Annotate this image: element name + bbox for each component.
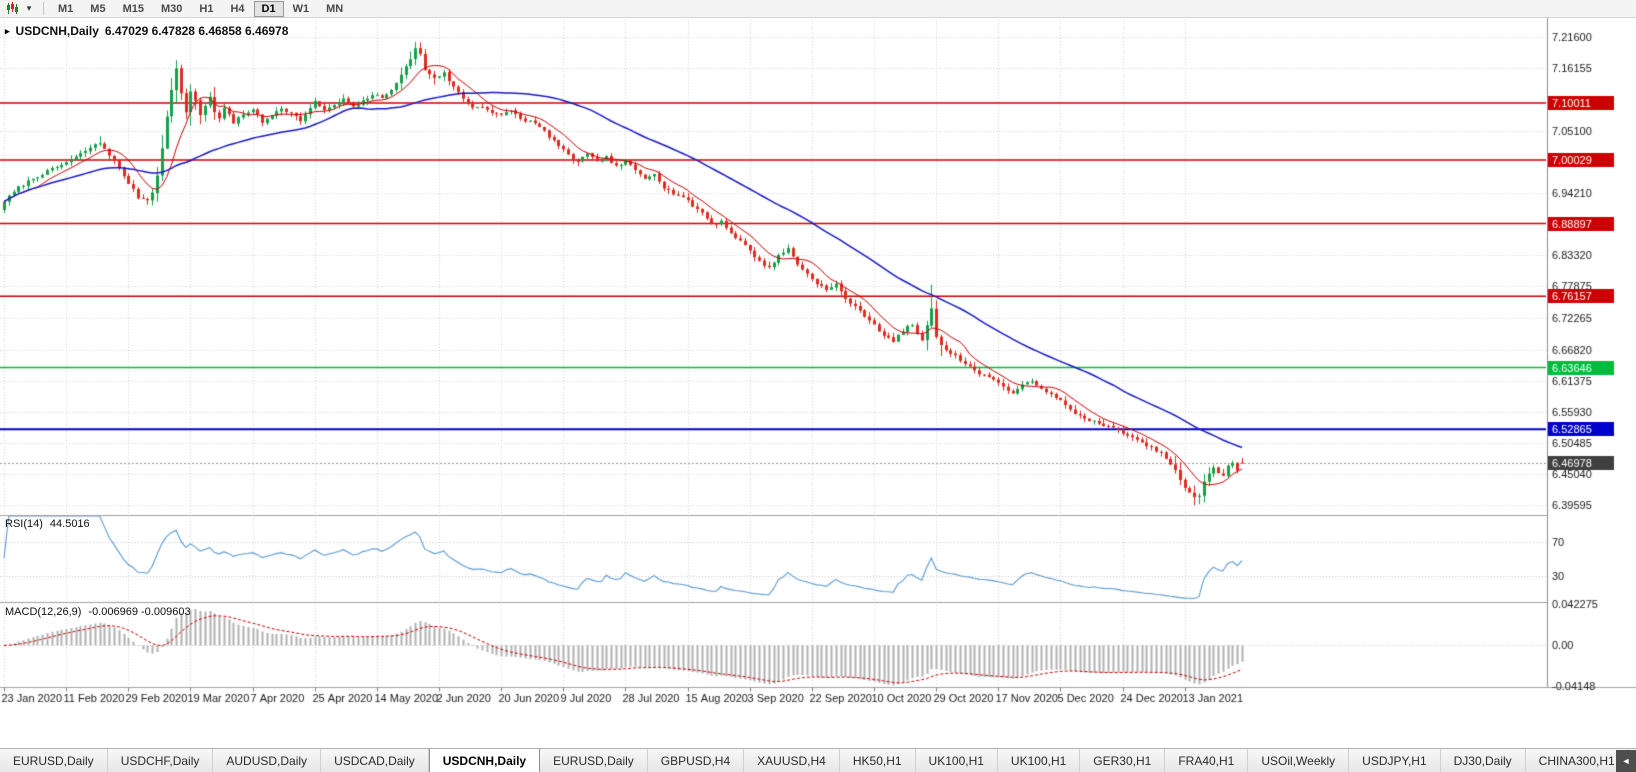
- price-chart-canvas[interactable]: [0, 18, 1636, 745]
- tab-uk100-h1[interactable]: UK100,H1: [997, 749, 1081, 772]
- tabs-container: EURUSD,Daily USDCHF,Daily AUDUSD,Daily USDC…: [0, 749, 1636, 772]
- tab-usdchf-daily[interactable]: USDCHF,Daily: [107, 749, 214, 772]
- tab-uk100-h1[interactable]: UK100,H1: [915, 749, 998, 772]
- timeframe-button-h1[interactable]: H1: [191, 1, 221, 17]
- tab-fra40-h1[interactable]: FRA40,H1: [1165, 749, 1249, 772]
- timeframe-button-d1[interactable]: D1: [253, 0, 284, 17]
- tab-hk50-h1[interactable]: HK50,H1: [839, 749, 916, 772]
- top-toolbar: ▾ M1 M5 M15 M30 H1 H4 D1 W1 MN: [0, 0, 1636, 18]
- chart-tab-bar: EURUSD,Daily USDCHF,Daily AUDUSD,Daily USDC…: [0, 748, 1636, 772]
- caret-down-icon: ▾: [26, 3, 32, 13]
- tab-gbpusd-h4[interactable]: GBPUSD,H4: [647, 749, 745, 772]
- timeframe-button-h4[interactable]: H4: [222, 1, 252, 17]
- timeframe-button-m1[interactable]: M1: [50, 1, 81, 17]
- tab-usoil-weekly[interactable]: USOil,Weekly: [1248, 749, 1350, 772]
- tab-dj30-daily[interactable]: DJ30,Daily: [1440, 749, 1526, 772]
- chart-dropdown-icon[interactable]: ▾: [21, 1, 37, 16]
- tab-usdcad-daily[interactable]: USDCAD,Daily: [321, 749, 429, 772]
- timeframe-button-m15[interactable]: M15: [115, 1, 152, 17]
- tab-eurusd-daily[interactable]: EURUSD,Daily: [540, 749, 648, 772]
- timeframe-button-m5[interactable]: M5: [82, 1, 113, 17]
- one-click-trading-icon[interactable]: ▸: [5, 25, 10, 36]
- timeframe-buttons: M1 M5 M15 M30 H1 H4 D1 W1 MN: [50, 0, 351, 17]
- timeframe-button-w1[interactable]: W1: [285, 1, 318, 17]
- tab-usdcnh-daily[interactable]: USDCNH,Daily: [428, 749, 541, 772]
- tab-audusd-daily[interactable]: AUDUSD,Daily: [213, 749, 322, 772]
- tab-xauusd-h4[interactable]: XAUUSD,H4: [744, 749, 840, 772]
- timeframe-button-mn[interactable]: MN: [318, 1, 351, 17]
- tab-china300-h1[interactable]: CHINA300,H1: [1525, 749, 1629, 772]
- chart-window: ▸ USDCNH,Daily 6.47029 6.47828 6.46858 6…: [0, 18, 1636, 745]
- tab-usdjpy-h1[interactable]: USDJPY,H1: [1349, 749, 1441, 772]
- candlestick-chart-glyph: [6, 2, 18, 14]
- timeframe-button-m30[interactable]: M30: [153, 1, 190, 17]
- toolbar-separator: [43, 2, 44, 15]
- tab-eurusd-daily[interactable]: EURUSD,Daily: [0, 749, 108, 772]
- tab-ger30-h1[interactable]: GER30,H1: [1080, 749, 1166, 772]
- chart-type-icon[interactable]: [4, 1, 20, 16]
- tab-scroll-button[interactable]: ◄: [1616, 750, 1636, 772]
